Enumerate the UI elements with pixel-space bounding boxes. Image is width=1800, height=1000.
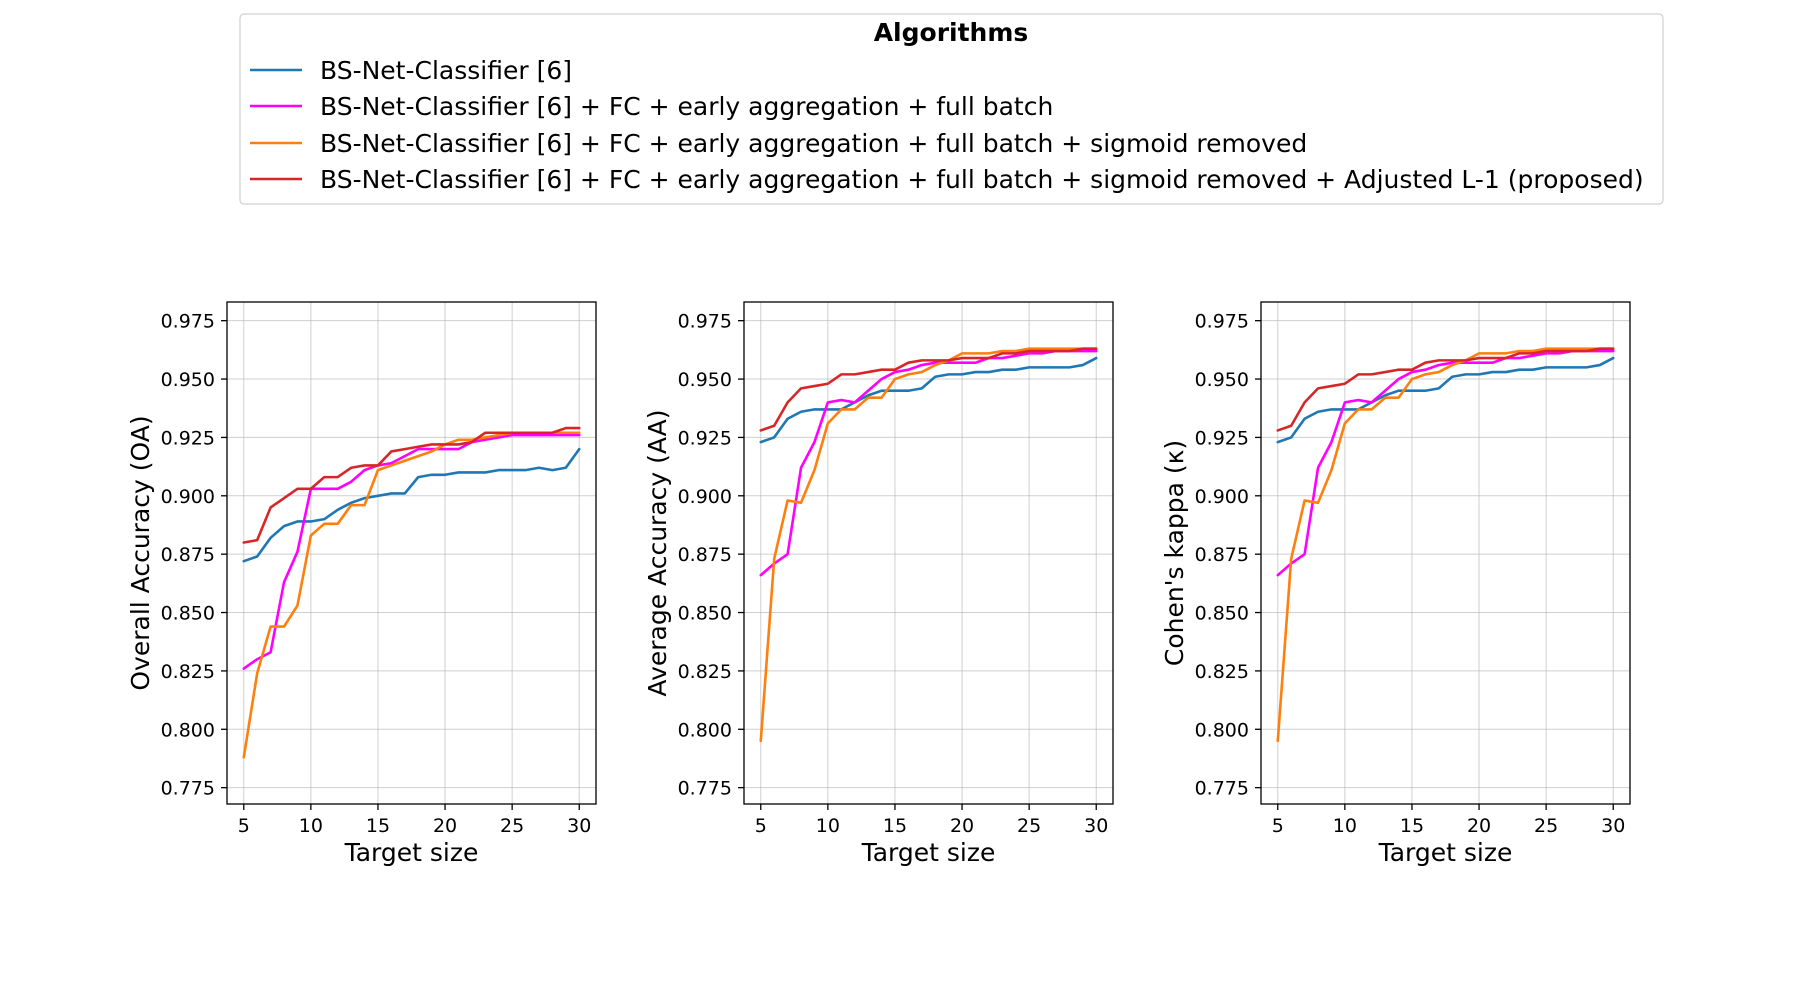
kappa-series-line-baseline bbox=[1276, 356, 1615, 444]
oa-series-line-adjusted-l1-proposed bbox=[242, 426, 581, 544]
oa-xtick-label-0: 5 bbox=[238, 815, 250, 837]
kappa-ytick-label-8: 0.975 bbox=[1195, 311, 1249, 333]
kappa-xtick-label-0: 5 bbox=[1272, 815, 1284, 837]
panel-cohens-kappa: 5 10 15 20 25 30 0.775 0.800 0.825 0.850 0.875 0.90… bbox=[1160, 301, 1631, 867]
kappa-xtick-label-5: 30 bbox=[1601, 815, 1625, 837]
aa-ytick-label-5: 0.900 bbox=[678, 486, 732, 508]
aa-ytick-label-3: 0.850 bbox=[678, 603, 732, 625]
oa-ytick-label-0: 0.775 bbox=[161, 778, 215, 800]
oa-xtick-label-1: 10 bbox=[299, 815, 323, 837]
kappa-ytick-label-3: 0.850 bbox=[1195, 603, 1249, 625]
kappa-x-axis-label: Target size bbox=[1378, 838, 1513, 867]
oa-ytick-label-6: 0.925 bbox=[161, 427, 215, 449]
aa-series-line-baseline bbox=[759, 356, 1098, 444]
kappa-y-axis-label: Cohen's kappa (κ) bbox=[1160, 440, 1189, 666]
oa-y-axis-label: Overall Accuracy (OA) bbox=[126, 415, 155, 690]
oa-series-line-baseline bbox=[242, 447, 581, 563]
legend-entry-series-4: BS-Net-Classifier [6] + FC + early aggre… bbox=[320, 165, 1644, 194]
panel-average-accuracy: 5 10 15 20 25 30 0.775 0.800 0.825 0.850 0.875 0.90… bbox=[643, 301, 1114, 867]
oa-x-axis-label: Target size bbox=[344, 838, 479, 867]
legend: Algorithms BS-Net-Classifier [6] BS-Net-… bbox=[239, 13, 1664, 205]
kappa-ytick-label-2: 0.825 bbox=[1195, 661, 1249, 683]
oa-ytick-label-5: 0.900 bbox=[161, 486, 215, 508]
kappa-xtick-label-3: 20 bbox=[1467, 815, 1491, 837]
aa-ytick-label-6: 0.925 bbox=[678, 427, 732, 449]
oa-ytick-label-7: 0.950 bbox=[161, 369, 215, 391]
kappa-series-line-fc-early-agg-full-batch bbox=[1276, 349, 1615, 577]
kappa-ytick-label-0: 0.775 bbox=[1195, 778, 1249, 800]
legend-box bbox=[239, 13, 1664, 205]
aa-ytick-label-0: 0.775 bbox=[678, 778, 732, 800]
kappa-plot-frame bbox=[1260, 301, 1631, 805]
kappa-ytick-label-5: 0.900 bbox=[1195, 486, 1249, 508]
aa-xtick-label-0: 5 bbox=[755, 815, 767, 837]
aa-y-axis-label: Average Accuracy (AA) bbox=[643, 409, 672, 696]
aa-series-line-sigmoid-removed bbox=[759, 347, 1098, 743]
legend-entry-series-3: BS-Net-Classifier [6] + FC + early aggre… bbox=[320, 129, 1307, 158]
oa-ytick-label-8: 0.975 bbox=[161, 311, 215, 333]
oa-xtick-label-2: 15 bbox=[366, 815, 390, 837]
aa-xtick-label-1: 10 bbox=[816, 815, 840, 837]
oa-ytick-label-1: 0.800 bbox=[161, 719, 215, 741]
oa-xtick-label-5: 30 bbox=[567, 815, 591, 837]
aa-ytick-label-4: 0.875 bbox=[678, 544, 732, 566]
aa-xtick-label-5: 30 bbox=[1084, 815, 1108, 837]
kappa-xtick-label-2: 15 bbox=[1400, 815, 1424, 837]
aa-ytick-label-1: 0.800 bbox=[678, 719, 732, 741]
panel-overall-accuracy: 5 10 15 20 25 30 0.775 0.800 0.825 0.850 0.875 0.90… bbox=[126, 301, 597, 867]
kappa-xtick-label-4: 25 bbox=[1534, 815, 1558, 837]
oa-series-line-fc-early-agg-full-batch bbox=[242, 433, 581, 670]
oa-ytick-label-2: 0.825 bbox=[161, 661, 215, 683]
aa-series-line-adjusted-l1-proposed bbox=[759, 347, 1098, 432]
aa-series-line-fc-early-agg-full-batch bbox=[759, 349, 1098, 577]
aa-ytick-label-2: 0.825 bbox=[678, 661, 732, 683]
kappa-ytick-label-1: 0.800 bbox=[1195, 719, 1249, 741]
kappa-series-line-adjusted-l1-proposed bbox=[1276, 347, 1615, 432]
legend-entry-series-1: BS-Net-Classifier [6] bbox=[320, 56, 572, 85]
oa-ytick-label-4: 0.875 bbox=[161, 544, 215, 566]
legend-entry-series-2: BS-Net-Classifier [6] + FC + early aggre… bbox=[320, 92, 1053, 121]
oa-xtick-label-3: 20 bbox=[433, 815, 457, 837]
aa-plot-frame bbox=[743, 301, 1114, 805]
aa-x-axis-label: Target size bbox=[861, 838, 996, 867]
kappa-series-line-sigmoid-removed bbox=[1276, 347, 1615, 743]
aa-ytick-label-8: 0.975 bbox=[678, 311, 732, 333]
kappa-ytick-label-4: 0.875 bbox=[1195, 544, 1249, 566]
legend-title: Algorithms bbox=[874, 18, 1029, 47]
oa-ytick-label-3: 0.850 bbox=[161, 603, 215, 625]
oa-plot-frame bbox=[226, 301, 597, 805]
aa-xtick-label-2: 15 bbox=[883, 815, 907, 837]
kappa-ytick-label-7: 0.950 bbox=[1195, 369, 1249, 391]
aa-ytick-label-7: 0.950 bbox=[678, 369, 732, 391]
aa-xtick-label-3: 20 bbox=[950, 815, 974, 837]
oa-xtick-label-4: 25 bbox=[500, 815, 524, 837]
aa-xtick-label-4: 25 bbox=[1017, 815, 1041, 837]
kappa-ytick-label-6: 0.925 bbox=[1195, 427, 1249, 449]
kappa-xtick-label-1: 10 bbox=[1333, 815, 1357, 837]
